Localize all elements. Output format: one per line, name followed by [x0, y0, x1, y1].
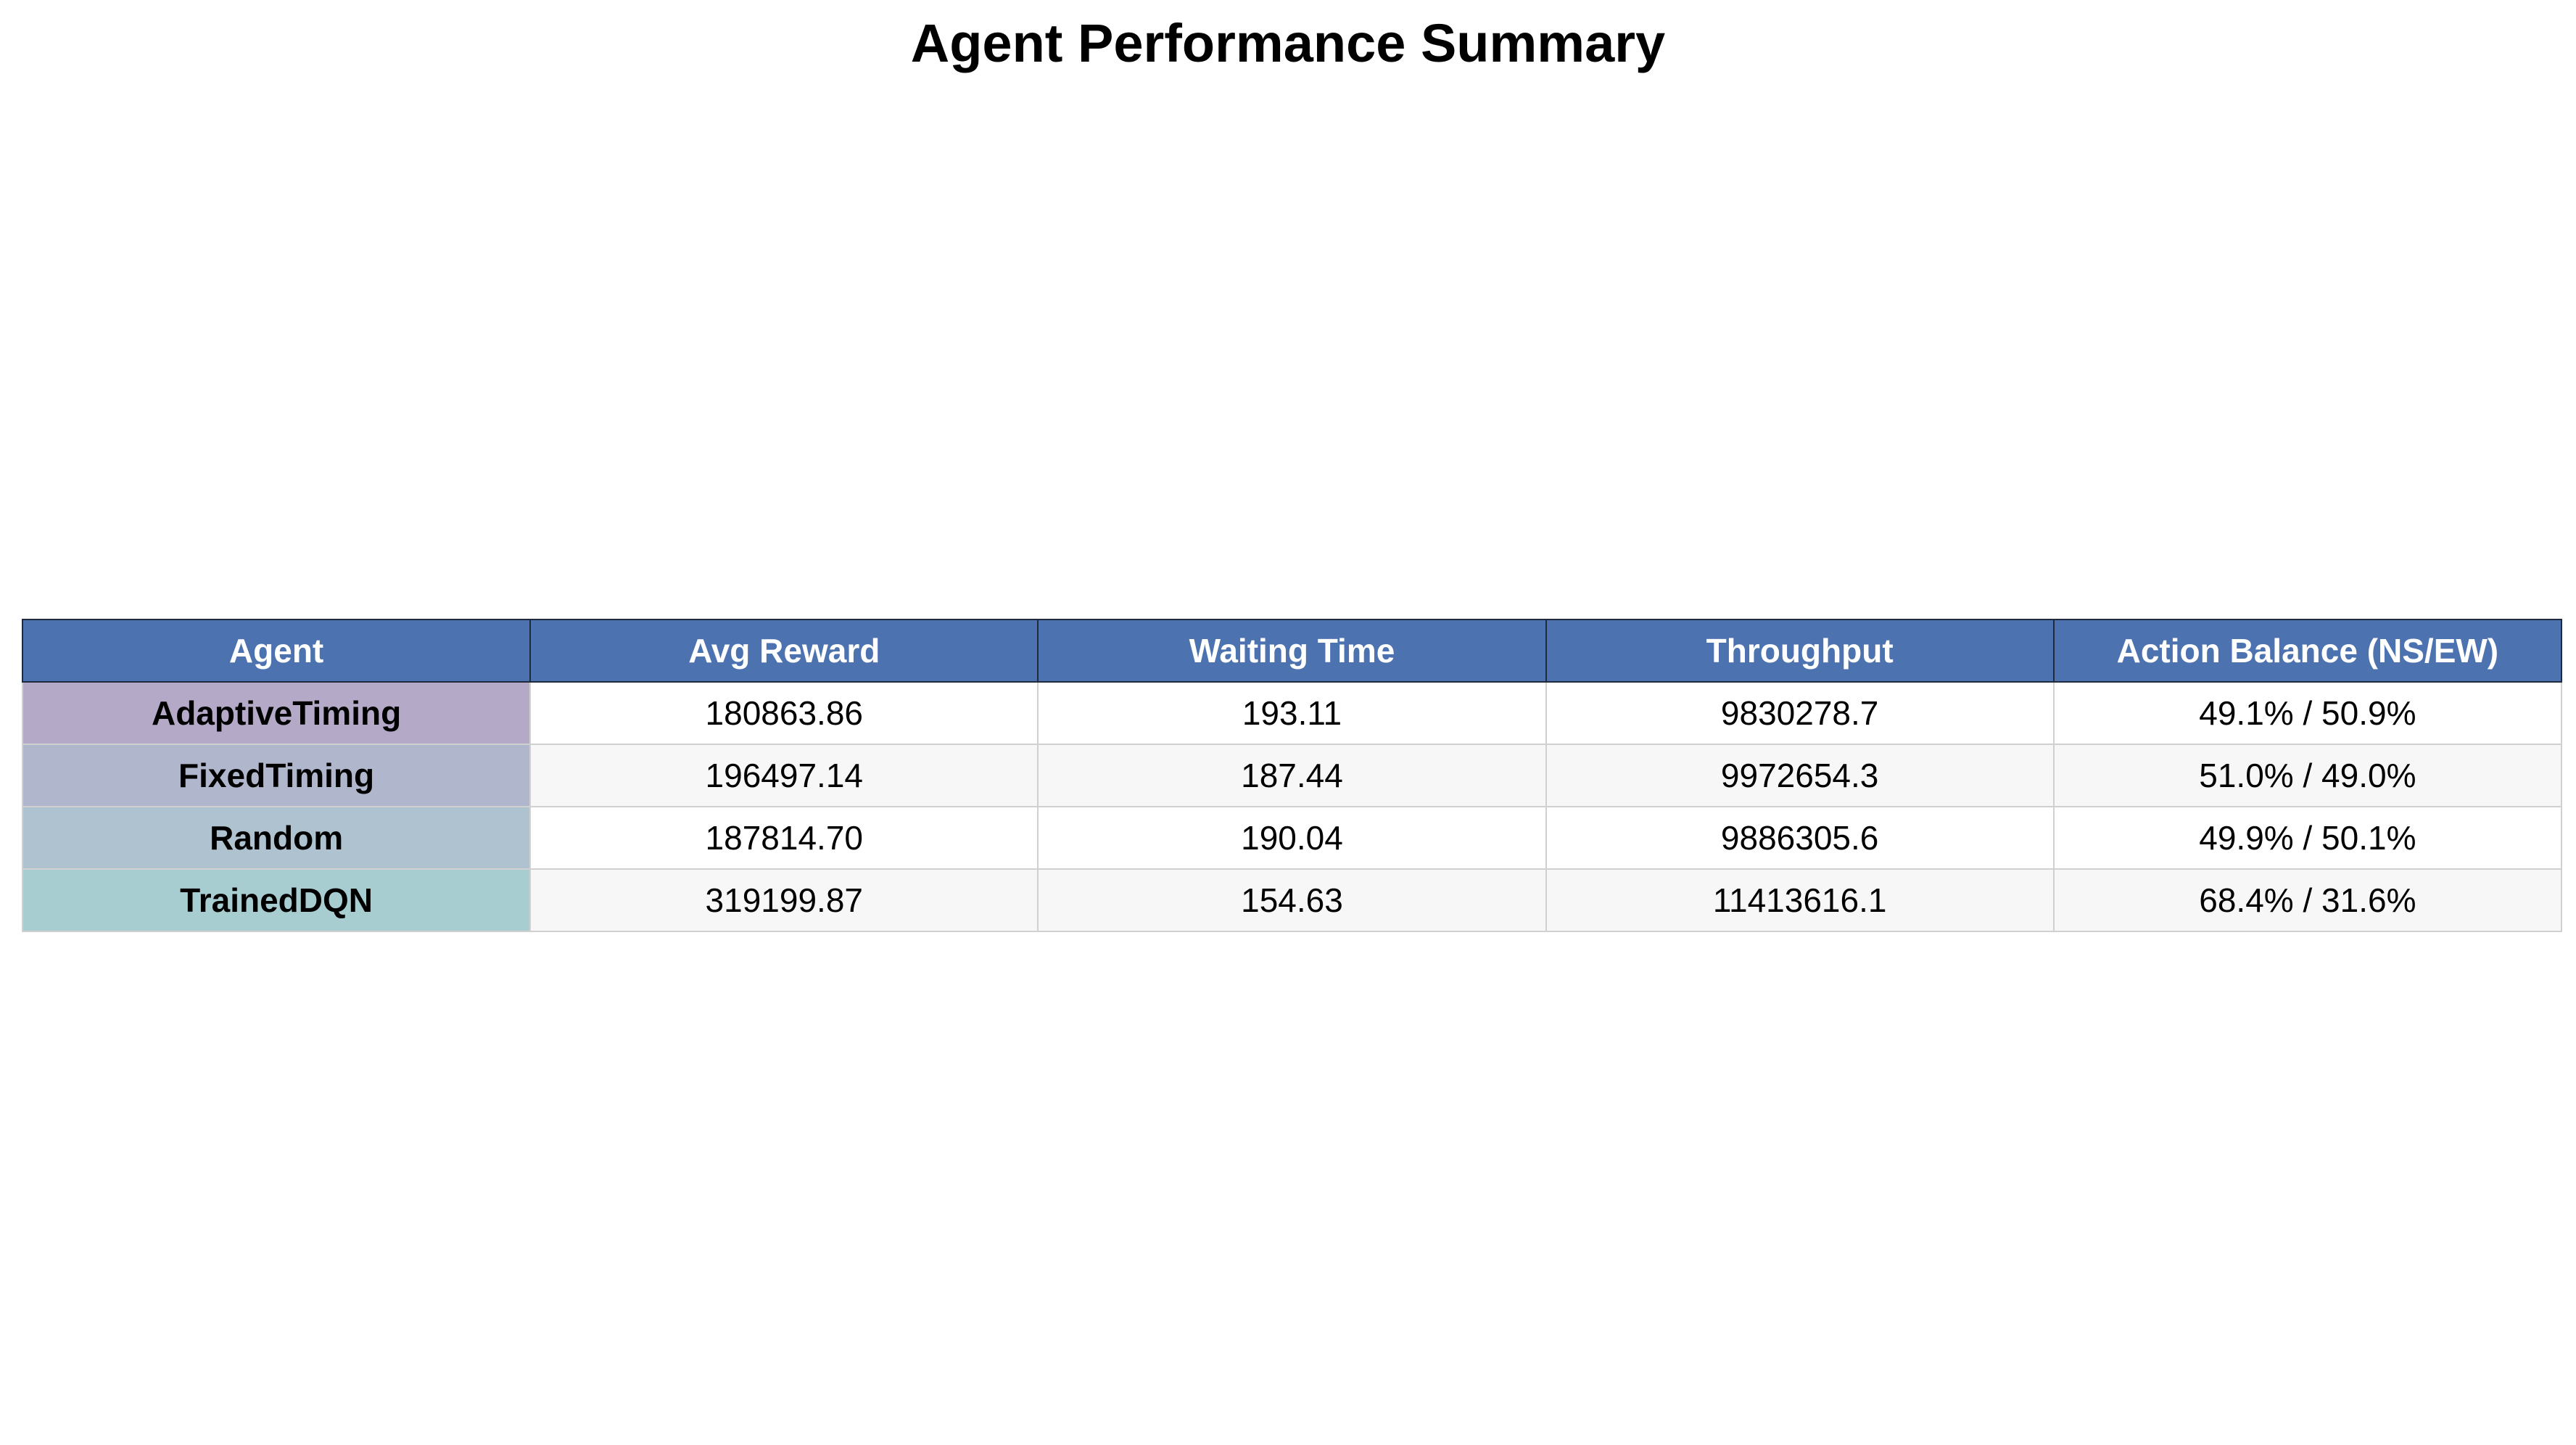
table-row: FixedTiming 196497.14 187.44 9972654.3 5…: [21, 744, 2563, 807]
column-header-avg-reward: Avg Reward: [529, 619, 1039, 683]
column-header-agent: Agent: [21, 619, 532, 683]
waiting-time-cell: 187.44: [1037, 744, 1547, 807]
table-row: Random 187814.70 190.04 9886305.6 49.9% …: [21, 806, 2563, 870]
throughput-cell: 11413616.1: [1545, 868, 2055, 932]
throughput-cell: 9830278.7: [1545, 681, 2055, 745]
table-row: AdaptiveTiming 180863.86 193.11 9830278.…: [21, 681, 2563, 745]
agent-cell: AdaptiveTiming: [21, 681, 532, 745]
agent-cell: TrainedDQN: [21, 868, 532, 932]
column-header-waiting-time: Waiting Time: [1037, 619, 1547, 683]
action-balance-cell: 49.1% / 50.9%: [2052, 681, 2563, 745]
column-header-throughput: Throughput: [1545, 619, 2055, 683]
waiting-time-cell: 193.11: [1037, 681, 1547, 745]
chart-title: Agent Performance Summary: [910, 13, 1666, 73]
throughput-cell: 9972654.3: [1545, 744, 2055, 807]
waiting-time-cell: 154.63: [1037, 868, 1547, 932]
table-header-row: Agent Avg Reward Waiting Time Throughput…: [21, 619, 2563, 683]
avg-reward-cell: 187814.70: [529, 806, 1039, 870]
action-balance-cell: 51.0% / 49.0%: [2052, 744, 2563, 807]
performance-table: Agent Avg Reward Waiting Time Throughput…: [21, 619, 2563, 932]
agent-cell: Random: [21, 806, 532, 870]
table-row: TrainedDQN 319199.87 154.63 11413616.1 6…: [21, 868, 2563, 932]
waiting-time-cell: 190.04: [1037, 806, 1547, 870]
avg-reward-cell: 196497.14: [529, 744, 1039, 807]
avg-reward-cell: 319199.87: [529, 868, 1039, 932]
agent-cell: FixedTiming: [21, 744, 532, 807]
column-header-action-balance: Action Balance (NS/EW): [2052, 619, 2563, 683]
action-balance-cell: 49.9% / 50.1%: [2052, 806, 2563, 870]
avg-reward-cell: 180863.86: [529, 681, 1039, 745]
throughput-cell: 9886305.6: [1545, 806, 2055, 870]
action-balance-cell: 68.4% / 31.6%: [2052, 868, 2563, 932]
